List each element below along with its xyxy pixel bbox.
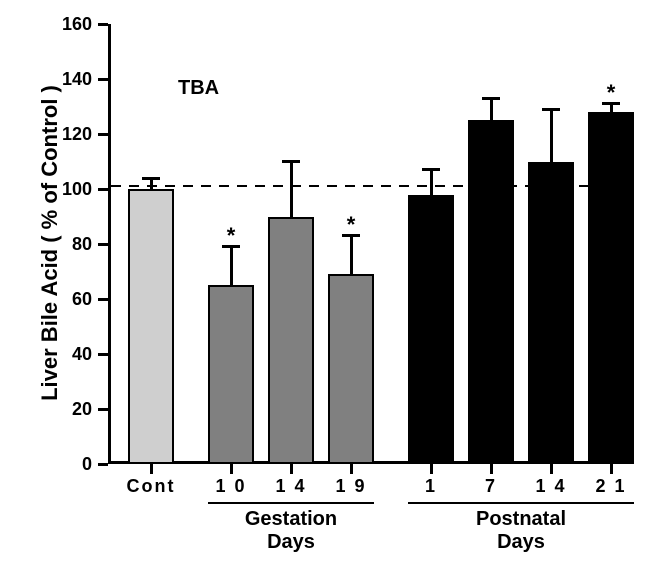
- reference-line: [219, 185, 229, 187]
- y-tick-label: 120: [48, 124, 92, 145]
- y-tick: [98, 23, 108, 26]
- group-label: PostnatalDays: [408, 508, 634, 554]
- y-tick: [98, 78, 108, 81]
- reference-line: [345, 185, 355, 187]
- error-cap: [422, 168, 440, 171]
- x-tick-label: 1 9: [316, 476, 386, 497]
- y-tick-label: 60: [48, 289, 92, 310]
- x-tick: [490, 464, 493, 474]
- error-bar: [490, 98, 493, 120]
- significance-star: *: [601, 80, 621, 106]
- error-bar: [290, 162, 293, 217]
- y-tick: [98, 463, 108, 466]
- x-tick: [610, 464, 613, 474]
- reference-line: [327, 185, 337, 187]
- y-tick: [98, 298, 108, 301]
- y-tick-label: 80: [48, 234, 92, 255]
- bar: [408, 195, 454, 465]
- y-tick: [98, 133, 108, 136]
- y-tick-label: 0: [48, 454, 92, 475]
- y-tick: [98, 408, 108, 411]
- bar: [468, 120, 514, 464]
- reference-line: [291, 185, 301, 187]
- reference-line: [165, 185, 175, 187]
- error-cap: [542, 108, 560, 111]
- reference-line: [273, 185, 283, 187]
- reference-line: [363, 185, 373, 187]
- error-bar: [150, 178, 153, 189]
- y-tick: [98, 243, 108, 246]
- y-tick-label: 140: [48, 69, 92, 90]
- x-tick-label: 2 1: [576, 476, 646, 497]
- group-label: GestationDays: [208, 508, 374, 554]
- bar: [328, 274, 374, 464]
- x-tick: [430, 464, 433, 474]
- reference-line: [129, 185, 139, 187]
- bar: [128, 189, 174, 464]
- bar: [268, 217, 314, 465]
- significance-star: *: [341, 212, 361, 238]
- group-bracket: [408, 502, 634, 504]
- error-cap: [482, 97, 500, 100]
- x-tick: [550, 464, 553, 474]
- reference-line: [399, 185, 409, 187]
- reference-line: [237, 185, 247, 187]
- error-cap: [282, 160, 300, 163]
- x-tick: [150, 464, 153, 474]
- reference-line: [381, 185, 391, 187]
- group-bracket: [208, 502, 374, 504]
- reference-line: [111, 185, 121, 187]
- error-bar: [550, 109, 553, 161]
- bar-chart: Liver Bile Acid ( % of Control ) TBA 020…: [0, 0, 666, 588]
- bar: [528, 162, 574, 465]
- chart-series-label: TBA: [178, 77, 219, 100]
- y-tick-label: 40: [48, 344, 92, 365]
- bar: [208, 285, 254, 464]
- x-tick: [350, 464, 353, 474]
- y-tick: [98, 188, 108, 191]
- y-tick: [98, 353, 108, 356]
- significance-star: *: [221, 223, 241, 249]
- reference-line: [417, 185, 427, 187]
- error-bar: [230, 247, 233, 286]
- error-bar: [350, 236, 353, 275]
- y-tick-label: 100: [48, 179, 92, 200]
- reference-line: [309, 185, 319, 187]
- y-tick-label: 20: [48, 399, 92, 420]
- x-tick: [230, 464, 233, 474]
- reference-line: [255, 185, 265, 187]
- bar: [588, 112, 634, 464]
- reference-line: [201, 185, 211, 187]
- reference-line: [453, 185, 463, 187]
- y-tick-label: 160: [48, 14, 92, 35]
- error-bar: [430, 170, 433, 195]
- error-cap: [142, 177, 160, 180]
- x-tick: [290, 464, 293, 474]
- x-tick-label: Cont: [116, 476, 186, 497]
- reference-line: [183, 185, 193, 187]
- reference-line: [435, 185, 445, 187]
